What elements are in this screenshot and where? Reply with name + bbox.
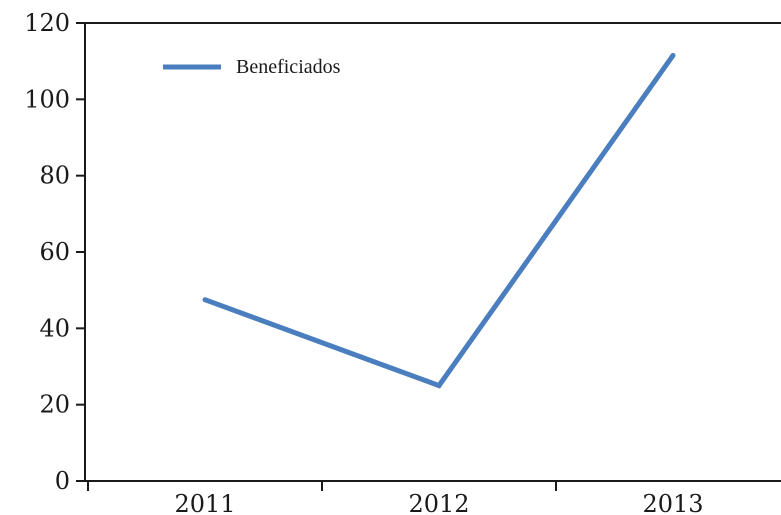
x-tick-label: 2011: [174, 490, 235, 515]
data-point: [202, 297, 208, 303]
y-tick-label: 120: [24, 9, 70, 37]
data-point: [436, 383, 442, 389]
y-axis-ticks: 0 20 40 60 80 100 120: [24, 9, 85, 495]
y-tick-label: 40: [39, 314, 70, 342]
y-tick-label: 80: [39, 162, 70, 190]
legend-label-beneficiados: Beneficiados: [236, 56, 341, 78]
x-tick-label: 2012: [408, 490, 469, 515]
data-point: [670, 52, 676, 58]
legend: Beneficiados: [163, 56, 341, 78]
y-tick-label: 100: [24, 85, 70, 113]
x-tick-label: 2013: [642, 490, 703, 515]
y-tick-label: 0: [55, 467, 70, 495]
y-tick-label: 20: [39, 391, 70, 419]
x-axis-ticks: 2011 2012 2013: [87, 481, 704, 515]
y-tick-label: 60: [39, 238, 70, 266]
series-group: [202, 52, 676, 389]
chart-axes: [84, 22, 781, 482]
series-line-beneficiados: [204, 53, 676, 389]
